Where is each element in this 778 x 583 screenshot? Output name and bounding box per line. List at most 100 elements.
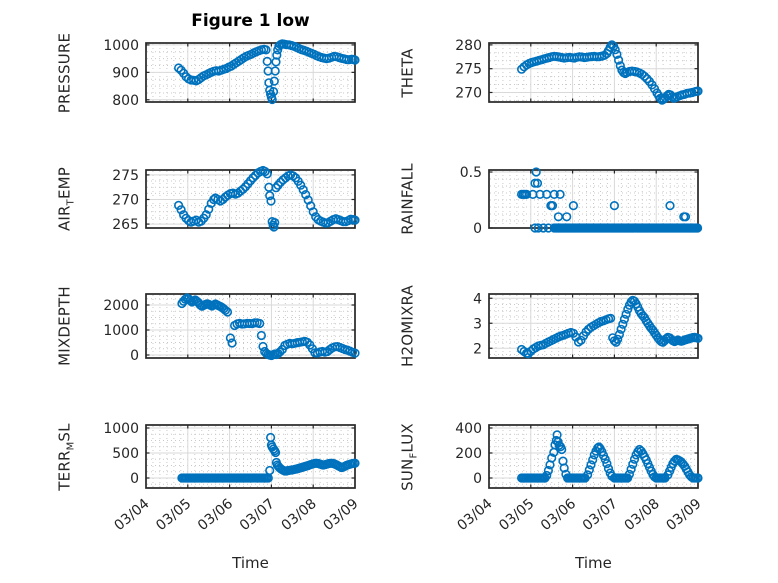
- data-point: [227, 338, 237, 348]
- data-point: [618, 319, 628, 329]
- data-point: [660, 473, 670, 483]
- minor-grid: [490, 426, 697, 487]
- ylabel-theta: THETA: [399, 48, 420, 97]
- data-point: [613, 55, 624, 65]
- y-tick-label: 0: [130, 471, 139, 487]
- data-point: [576, 335, 586, 345]
- data-point: [260, 166, 270, 177]
- y-tick-label: 1000: [103, 38, 139, 54]
- theta-markers: [516, 40, 703, 105]
- axes-frame: [145, 293, 356, 359]
- data-point: [238, 184, 248, 194]
- data-point: [296, 180, 306, 190]
- data-point: [628, 459, 638, 469]
- data-point: [547, 453, 557, 463]
- ylabel-rainfall: RAINFALL: [399, 163, 420, 235]
- subplot-h2omixra: 2 3 4: [473, 291, 703, 359]
- y-tick-label: 0: [130, 348, 139, 364]
- xlabel-time-left: Time: [232, 554, 269, 572]
- data-point: [350, 215, 360, 225]
- ylabel-subscript: T: [65, 199, 77, 206]
- y-tick-labels: 0 500 1000: [103, 421, 139, 487]
- data-point: [588, 455, 598, 465]
- x-tick-label: 03/04: [454, 496, 495, 534]
- data-point: [616, 324, 626, 334]
- tick-marks: [489, 43, 698, 102]
- data-point: [633, 447, 643, 457]
- data-point: [538, 223, 548, 233]
- data-point: [523, 349, 533, 359]
- ylabel-text: LUX: [398, 422, 417, 453]
- y-tick-label: 500: [112, 446, 139, 462]
- y-tick-label: 2000: [103, 298, 139, 314]
- data-point: [629, 454, 640, 464]
- x-tick-labels: 03/04 03/05 03/06 03/07 03/08 03/09: [454, 496, 704, 534]
- y-tick-label: 1000: [103, 421, 139, 437]
- x-tick-label: 03/08: [622, 496, 663, 534]
- data-point: [301, 190, 311, 200]
- y-tick-label: 275: [455, 62, 482, 78]
- data-point: [547, 201, 558, 211]
- x-tick-label: 03/06: [538, 496, 579, 534]
- data-point: [549, 189, 559, 199]
- axes-frame: [488, 42, 699, 103]
- x-tick-label: 03/07: [580, 496, 621, 534]
- data-point: [692, 223, 703, 233]
- data-point: [185, 295, 195, 306]
- data-point: [265, 191, 275, 201]
- data-point: [174, 63, 184, 73]
- major-grid: [489, 294, 698, 358]
- ylabel-pressure: PRESSURE: [56, 32, 77, 112]
- data-point: [271, 447, 281, 458]
- y-tick-label: 270: [112, 192, 139, 208]
- x-tick-label: 03/08: [279, 496, 320, 534]
- x-tick-label: 03/07: [237, 496, 278, 534]
- data-point: [350, 348, 360, 358]
- data-point: [610, 45, 620, 55]
- ylabel-terr-msl: TERRMSL: [56, 423, 77, 490]
- data-point: [225, 333, 235, 343]
- air_temp-markers: [174, 165, 360, 232]
- data-point: [540, 473, 550, 483]
- data-point: [266, 196, 276, 206]
- ylabel-air-temp: AIRTEMP: [56, 167, 77, 231]
- data-point: [693, 333, 703, 343]
- x-tick-label: 03/04: [111, 496, 152, 534]
- data-point: [622, 473, 633, 483]
- data-point: [614, 329, 625, 340]
- y-tick-label: 3: [473, 316, 482, 332]
- ylabel-text: AIR: [55, 205, 74, 232]
- data-point: [603, 464, 614, 474]
- data-point: [535, 189, 545, 199]
- data-point: [559, 463, 569, 473]
- subplot-rainfall: 00.5: [460, 165, 703, 237]
- data-point: [665, 201, 675, 211]
- data-point: [201, 210, 211, 220]
- data-point: [619, 314, 630, 324]
- subplot-air_temp: 265 270 275: [112, 165, 360, 233]
- data-point: [302, 337, 312, 347]
- y-tick-label: 2: [473, 341, 482, 357]
- y-tick-label: 0.5: [460, 165, 482, 181]
- data-point: [298, 185, 308, 195]
- ylabel-subscript: F: [408, 452, 420, 459]
- x-tick-labels: 03/04 03/05 03/06 03/07 03/08 03/09: [111, 496, 361, 534]
- data-point: [308, 207, 318, 217]
- data-point: [642, 74, 652, 84]
- data-point: [602, 459, 612, 469]
- x-tick-label: 03/05: [496, 496, 537, 534]
- data-point: [265, 465, 275, 476]
- data-point: [275, 347, 285, 357]
- data-point: [350, 55, 360, 65]
- data-point: [584, 465, 594, 475]
- data-point: [555, 189, 565, 199]
- data-point: [581, 327, 591, 337]
- ylabel-text: EMP: [55, 166, 74, 200]
- ylabel-sun-flux: SUNFLUX: [399, 423, 420, 491]
- data-point: [270, 218, 280, 228]
- y-tick-label: 270: [455, 85, 482, 101]
- data-point: [532, 178, 543, 188]
- y-tick-label: 1000: [103, 323, 139, 339]
- rainfall-markers: [516, 167, 703, 233]
